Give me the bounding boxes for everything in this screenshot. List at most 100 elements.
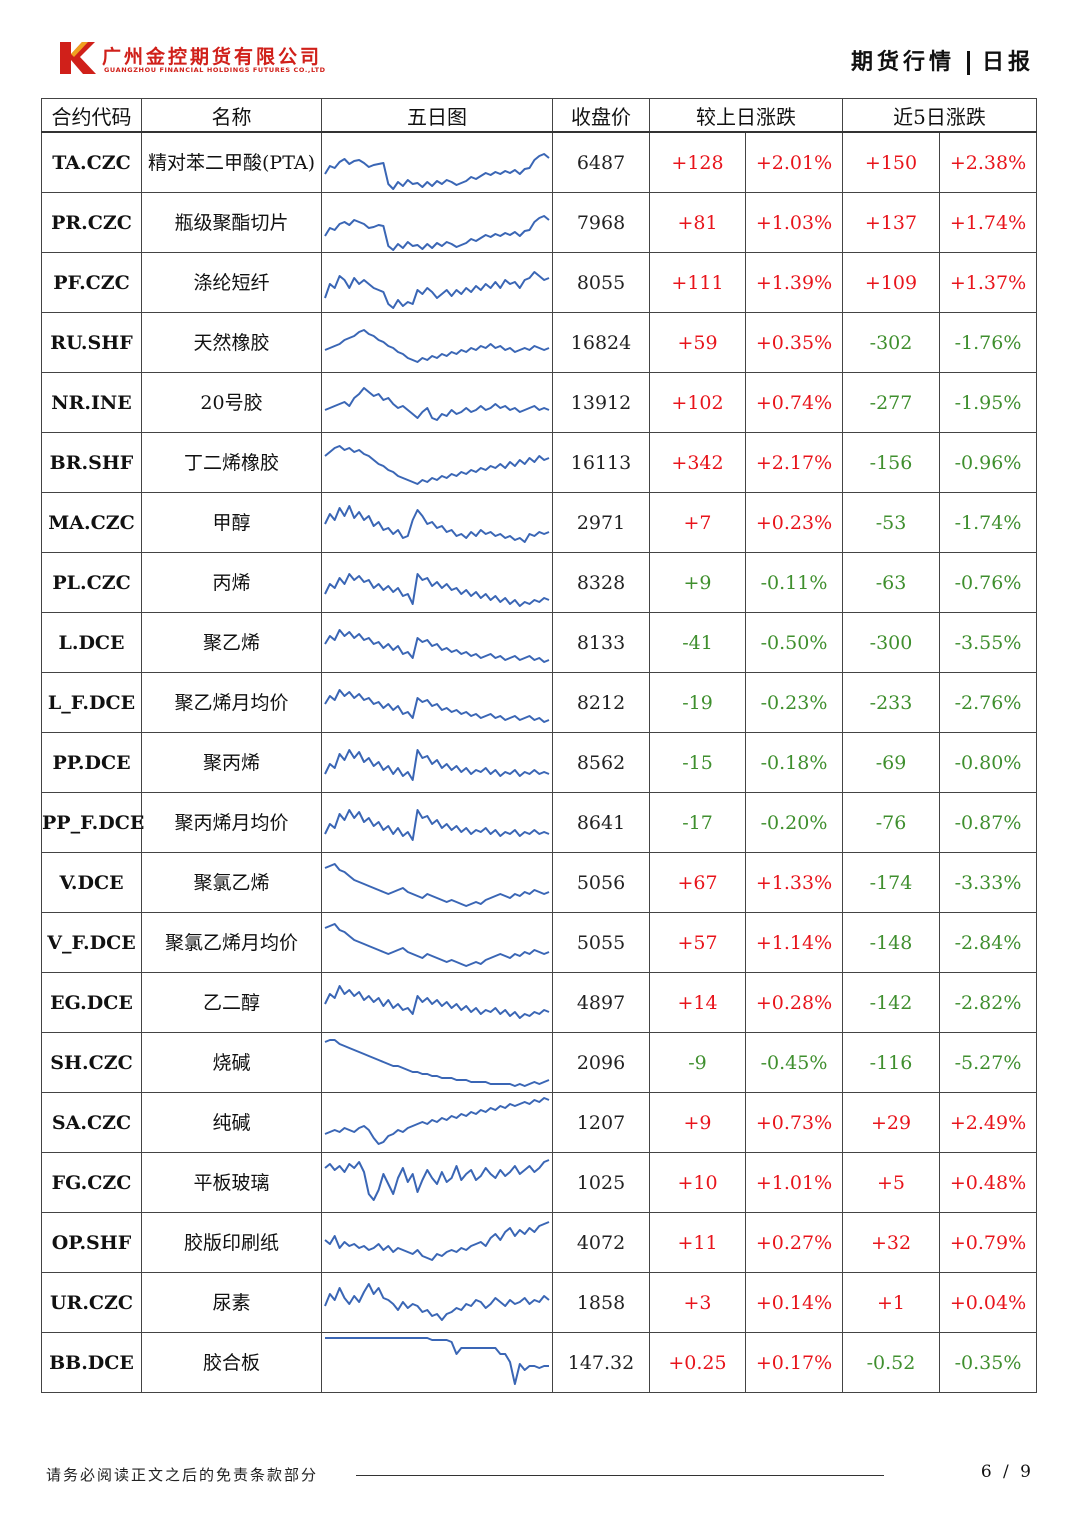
- cell-five-day-chart: [321, 912, 553, 973]
- table-row: MA.CZC 甲醇 2971 +7 +0.23% -53 -1.74%: [41, 492, 1038, 553]
- cell-change-pct: +1.01%: [745, 1152, 843, 1213]
- sparkline-path: [324, 152, 550, 190]
- cell-change-5d-pct: -1.74%: [938, 492, 1038, 553]
- cell-change-pct: +2.17%: [745, 432, 843, 493]
- cell-change: -15: [649, 732, 746, 793]
- cell-change-5d: -233: [842, 672, 940, 733]
- cell-five-day-chart: [321, 492, 553, 553]
- cell-name: 聚乙烯月均价: [141, 672, 322, 733]
- five-day-sparkline: [324, 1096, 550, 1145]
- cell-change: +0.25: [649, 1332, 746, 1393]
- cell-change-pct: +1.14%: [745, 912, 843, 973]
- cell-name: 胶合板: [141, 1332, 322, 1393]
- table-row: FG.CZC 平板玻璃 1025 +10 +1.01% +5 +0.48%: [41, 1152, 1038, 1213]
- cell-change: -17: [649, 792, 746, 853]
- cell-code: PF.CZC: [41, 252, 142, 313]
- cell-change-5d: -63: [842, 552, 940, 613]
- cell-change: +102: [649, 372, 746, 433]
- cell-code: SH.CZC: [41, 1032, 142, 1093]
- cell-code: PL.CZC: [41, 552, 142, 613]
- cell-change: +14: [649, 972, 746, 1033]
- cell-name: 20号胶: [141, 372, 322, 433]
- cell-change-5d: +29: [842, 1092, 940, 1153]
- cell-change-5d-pct: -1.76%: [938, 312, 1038, 373]
- table-row: UR.CZC 尿素 1858 +3 +0.14% +1 +0.04%: [41, 1272, 1038, 1333]
- cell-close: 5056: [552, 852, 650, 913]
- report-title-right: 日报: [981, 50, 1034, 75]
- cell-name: 聚丙烯月均价: [141, 792, 322, 853]
- cell-name: 丁二烯橡胶: [141, 432, 322, 493]
- table-row: SH.CZC 烧碱 2096 -9 -0.45% -116 -5.27%: [41, 1032, 1038, 1093]
- table-row: PP.DCE 聚丙烯 8562 -15 -0.18% -69 -0.80%: [41, 732, 1038, 793]
- cell-close: 5055: [552, 912, 650, 973]
- cell-change-5d: +109: [842, 252, 940, 313]
- cell-code: PP_F.DCE: [41, 792, 144, 853]
- cell-name: 天然橡胶: [141, 312, 322, 373]
- table-row: V_F.DCE 聚氯乙烯月均价 5055 +57 +1.14% -148 -2.84%: [41, 912, 1038, 973]
- cell-change-pct: +0.74%: [745, 372, 843, 433]
- cell-change-5d-pct: -0.87%: [938, 792, 1038, 853]
- cell-five-day-chart: [321, 1212, 553, 1273]
- five-day-sparkline: [324, 984, 550, 1019]
- cell-code: EG.DCE: [41, 972, 142, 1033]
- cell-change-pct: +1.03%: [745, 192, 843, 253]
- header-close: 收盘价: [552, 98, 650, 133]
- cell-change-5d: -277: [842, 372, 940, 433]
- cell-change-pct: +1.33%: [745, 852, 843, 913]
- sparkline-path: [324, 862, 550, 907]
- cell-five-day-chart: [321, 252, 553, 313]
- five-day-sparkline: [324, 1158, 550, 1201]
- cell-change-5d-pct: +1.37%: [938, 252, 1038, 313]
- cell-code: UR.CZC: [41, 1272, 142, 1333]
- cell-change-pct: -0.50%: [745, 612, 843, 673]
- cell-five-day-chart: [321, 1272, 553, 1333]
- table-row: PP_F.DCE 聚丙烯月均价 8641 -17 -0.20% -76 -0.87%: [41, 792, 1038, 853]
- cell-change: +57: [649, 912, 746, 973]
- cell-name: 聚丙烯: [141, 732, 322, 793]
- cell-change: +9: [649, 1092, 746, 1153]
- cell-name: 聚氯乙烯月均价: [141, 912, 322, 973]
- table-row: SA.CZC 纯碱 1207 +9 +0.73% +29 +2.49%: [41, 1092, 1038, 1153]
- five-day-sparkline: [324, 748, 550, 781]
- cell-name: 涤纶短纤: [141, 252, 322, 313]
- sparkline-path: [324, 922, 550, 967]
- cell-change: +9: [649, 552, 746, 613]
- cell-change-5d: -76: [842, 792, 940, 853]
- table-row: PR.CZC 瓶级聚酯切片 7968 +81 +1.03% +137 +1.74%: [41, 192, 1038, 253]
- sparkline-path: [324, 808, 550, 841]
- cell-change-5d-pct: -3.33%: [938, 852, 1038, 913]
- cell-change-pct: +0.17%: [745, 1332, 843, 1393]
- cell-change-5d-pct: -0.76%: [938, 552, 1038, 613]
- cell-change-5d: -0.52: [842, 1332, 940, 1393]
- cell-change-pct: +0.28%: [745, 972, 843, 1033]
- cell-five-day-chart: [321, 552, 553, 613]
- five-day-sparkline: [324, 1282, 550, 1321]
- cell-close: 4897: [552, 972, 650, 1033]
- cell-change-5d-pct: +2.49%: [938, 1092, 1038, 1153]
- table-row: EG.DCE 乙二醇 4897 +14 +0.28% -142 -2.82%: [41, 972, 1038, 1033]
- five-day-sparkline: [324, 1220, 550, 1261]
- cell-change-5d: -300: [842, 612, 940, 673]
- cell-code: BR.SHF: [41, 432, 142, 493]
- disclaimer-note: 请务必阅读正文之后的免责条款部分: [46, 1466, 319, 1484]
- cell-name: 纯碱: [141, 1092, 322, 1153]
- table-row: L.DCE 聚乙烯 8133 -41 -0.50% -300 -3.55%: [41, 612, 1038, 673]
- cell-change-pct: -0.23%: [745, 672, 843, 733]
- cell-code: PR.CZC: [41, 192, 142, 253]
- sparkline-path: [324, 1038, 550, 1087]
- five-day-sparkline: [324, 688, 550, 723]
- cell-change-5d-pct: +2.38%: [938, 131, 1038, 193]
- table-row: TA.CZC 精对苯二甲酸(PTA) 6487 +128 +2.01% +150 +2.38…: [41, 131, 1038, 193]
- table-row: PL.CZC 丙烯 8328 +9 -0.11% -63 -0.76%: [41, 552, 1038, 613]
- cell-change-5d-pct: +0.48%: [938, 1152, 1038, 1213]
- cell-name: 丙烯: [141, 552, 322, 613]
- cell-code: V_F.DCE: [41, 912, 142, 973]
- five-day-sparkline: [324, 328, 550, 363]
- cell-change-5d: +150: [842, 131, 940, 193]
- cell-change: +11: [649, 1212, 746, 1273]
- cell-change-5d-pct: +0.79%: [938, 1212, 1038, 1273]
- cell-five-day-chart: [321, 852, 553, 913]
- cell-change: -41: [649, 612, 746, 673]
- cell-name: 胶版印刷纸: [141, 1212, 322, 1273]
- cell-change-5d: +1: [842, 1272, 940, 1333]
